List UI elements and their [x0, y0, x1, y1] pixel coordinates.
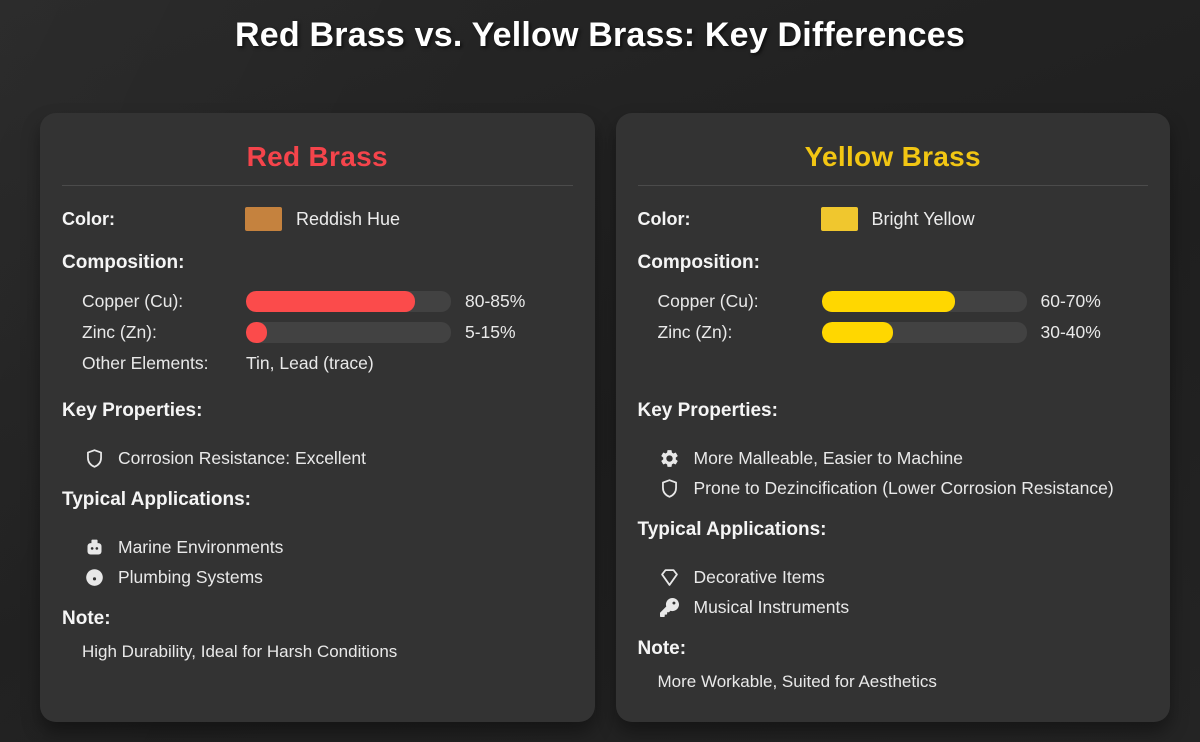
properties-list: More Malleable, Easier to Machine Prone …	[638, 448, 1149, 499]
other-elements-label: Other Elements:	[82, 353, 209, 373]
note-heading: Note:	[62, 608, 111, 629]
copper-bar-track	[821, 291, 1027, 312]
composition-row-label: Copper (Cu):	[657, 291, 759, 311]
application-text: Plumbing Systems	[118, 567, 263, 587]
composition-row-value: 80-85%	[465, 291, 526, 311]
list-item: Musical Instruments	[658, 597, 1149, 618]
composition-row-value: 5-15%	[465, 322, 516, 342]
color-label: Color:	[637, 208, 691, 229]
composition-row-label: Copper (Cu):	[82, 291, 184, 311]
applications-list: Marine Environments Plumbing Systems	[62, 537, 573, 588]
properties-heading: Key Properties:	[637, 400, 778, 421]
other-elements-value: Tin, Lead (trace)	[246, 353, 374, 373]
shield-icon	[82, 448, 106, 469]
color-swatch	[245, 207, 282, 231]
list-item: More Malleable, Easier to Machine	[658, 448, 1149, 469]
properties-list: Corrosion Resistance: Excellent	[62, 448, 573, 469]
composition-row-label: Zinc (Zn):	[82, 322, 157, 342]
ship-icon	[82, 537, 106, 558]
composition-row-label: Zinc (Zn):	[657, 322, 733, 342]
list-item: Plumbing Systems	[82, 567, 573, 588]
key-icon	[658, 598, 682, 617]
cards-container: Red Brass Color: Reddish Hue Composition…	[40, 113, 1170, 722]
applications-heading: Typical Applications:	[62, 489, 251, 510]
list-item: Decorative Items	[658, 567, 1149, 588]
composition-row-zinc: Zinc (Zn): 30-40%	[658, 317, 1149, 348]
property-text: More Malleable, Easier to Machine	[693, 448, 963, 468]
gem-icon	[658, 567, 682, 588]
note-heading: Note:	[637, 638, 687, 659]
pipe-icon	[82, 567, 106, 588]
list-item: Prone to Dezincification (Lower Corrosio…	[658, 478, 1149, 499]
color-row: Color: Reddish Hue	[62, 206, 573, 232]
composition-rows: Copper (Cu): 60-70% Zinc (Zn): 30-40%	[638, 286, 1149, 380]
copper-bar-fill	[821, 291, 955, 312]
composition-row-value: 30-40%	[1040, 322, 1101, 342]
gear-icon	[658, 448, 682, 469]
composition-rows: Copper (Cu): 80-85% Zinc (Zn): 5-15% Oth…	[62, 286, 573, 380]
zinc-bar-fill	[821, 322, 894, 343]
copper-bar-track	[246, 291, 451, 312]
properties-heading: Key Properties:	[62, 400, 203, 421]
color-name: Bright Yellow	[871, 208, 975, 229]
note-text: High Durability, Ideal for Harsh Conditi…	[82, 642, 398, 661]
color-swatch	[820, 207, 858, 231]
composition-row-zinc: Zinc (Zn): 5-15%	[82, 317, 573, 348]
applications-list: Decorative Items Musical Instruments	[638, 567, 1149, 618]
application-text: Decorative Items	[693, 567, 825, 587]
list-item: Corrosion Resistance: Excellent	[82, 448, 573, 469]
composition-row-other: Other Elements: Tin, Lead (trace)	[82, 348, 573, 379]
zinc-bar-track	[246, 322, 451, 343]
color-name: Reddish Hue	[296, 208, 401, 229]
composition-row-value: 60-70%	[1040, 291, 1101, 311]
property-text: Prone to Dezincification (Lower Corrosio…	[693, 478, 1114, 498]
divider	[637, 185, 1148, 186]
zinc-bar-fill	[246, 322, 267, 343]
property-text: Corrosion Resistance: Excellent	[118, 448, 367, 468]
zinc-bar-track	[821, 322, 1027, 343]
application-text: Musical Instruments	[693, 597, 850, 617]
color-label: Color:	[62, 208, 115, 229]
composition-row-copper: Copper (Cu): 80-85%	[82, 286, 573, 317]
list-item: Marine Environments	[82, 537, 573, 558]
note-text: More Workable, Suited for Aesthetics	[657, 672, 937, 691]
composition-row-copper: Copper (Cu): 60-70%	[658, 286, 1149, 317]
card-yellow-brass: Yellow Brass Color: Bright Yellow Compos…	[615, 113, 1170, 722]
application-text: Marine Environments	[118, 537, 284, 557]
card-title-red-brass: Red Brass	[246, 141, 388, 172]
page-title: Red Brass vs. Yellow Brass: Key Differen…	[235, 16, 965, 54]
composition-heading: Composition:	[637, 252, 760, 273]
applications-heading: Typical Applications:	[637, 519, 827, 540]
composition-heading: Composition:	[62, 252, 185, 273]
card-red-brass: Red Brass Color: Reddish Hue Composition…	[40, 113, 595, 722]
shield-icon	[658, 478, 682, 499]
color-row: Color: Bright Yellow	[638, 206, 1149, 232]
copper-bar-fill	[246, 291, 416, 312]
divider	[62, 185, 573, 186]
card-title-yellow-brass: Yellow Brass	[804, 141, 981, 172]
